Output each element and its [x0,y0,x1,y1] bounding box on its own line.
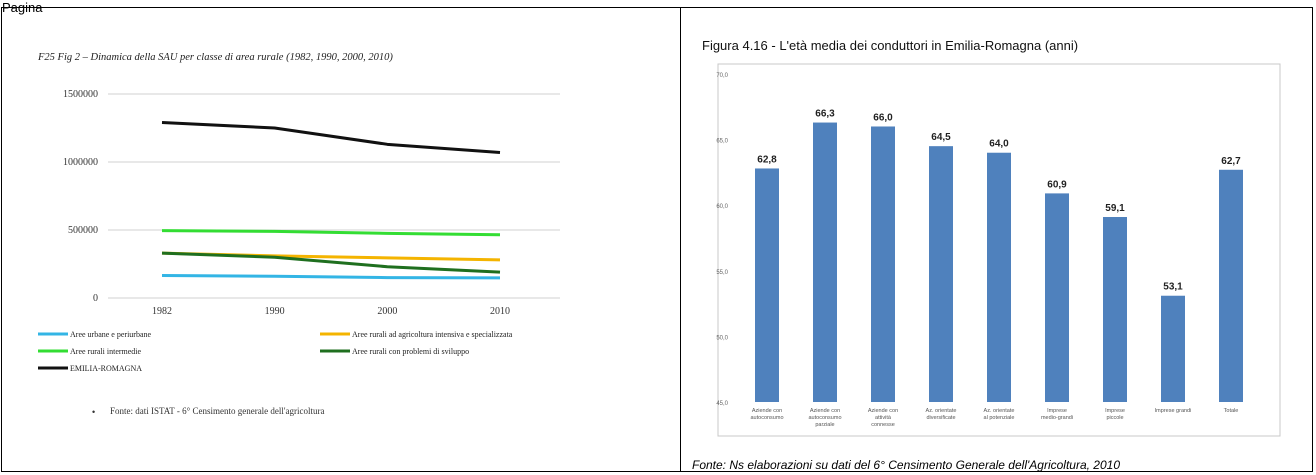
bar [813,122,837,402]
left-x-tick-label: 2000 [377,306,397,317]
right-x-tick-label: autoconsumo [808,415,841,421]
bar-value-label: 59,1 [1105,203,1125,214]
legend-label: Aree rurali intermedie [70,347,142,356]
legend-label: Aree rurali ad agricoltura intensiva e s… [352,330,513,339]
left-y-tick-label: 1500000 [63,89,98,100]
right-y-tick-label: 70,0 [716,73,728,79]
left-chart-y-axis: 0 500000 1000000 1500000 [63,89,98,304]
right-x-tick-label: parziale [815,422,834,428]
left-chart-series [161,121,501,280]
source-bullet: • [92,407,96,417]
right-x-tick-label: autoconsumo [750,415,783,421]
bar [1045,193,1069,402]
panel-divider [680,7,681,472]
left-y-tick-label: 0 [93,293,98,304]
right-x-tick-label: Imprese [1047,408,1067,414]
bar [929,146,953,402]
bar-value-label: 62,8 [757,154,777,165]
bar [871,126,895,402]
bar [755,168,779,402]
right-y-tick-label: 55,0 [716,270,728,276]
right-chart-title: Figura 4.16 - L'età media dei conduttori… [702,38,1078,53]
right-source-note: Fonte: Ns elaborazioni su dati del 6° Ce… [692,458,1120,472]
bar-value-label: 66,3 [815,109,835,120]
right-x-tick-label: Imprese grandi [1155,408,1192,414]
bar-value-label: 60,9 [1047,179,1067,190]
right-x-tick-label: attività [875,415,892,421]
left-series-line [161,121,501,154]
left-chart-x-axis: 1982 1990 2000 2010 [152,306,510,317]
right-x-tick-label: al potenziale [984,415,1015,421]
bar [1103,217,1127,402]
sau-line-chart: F25 Fig 2 – Dinamica della SAU per class… [37,52,560,373]
bar [1161,295,1185,402]
right-chart-y-axis: 45,0 50,0 55,0 60,0 65,0 70,0 [716,73,728,407]
right-x-tick-label: Az. orientate [926,408,957,414]
bar-value-label: 64,0 [989,139,1009,150]
bar [1219,169,1243,402]
bar-value-label: 66,0 [873,112,893,123]
bar [987,152,1011,402]
right-x-tick-label: diversificate [926,415,955,421]
right-x-tick-label: piccole [1106,415,1123,421]
right-x-tick-label: Imprese [1105,408,1125,414]
left-x-tick-label: 1990 [265,306,285,317]
right-x-tick-label: connesse [871,422,895,428]
bar-value-label: 64,5 [931,132,951,143]
left-series-line [161,229,501,237]
left-chart-legend: Aree urbane e periurbane Aree rurali ad a… [38,330,513,373]
bar-value-label: 62,7 [1221,156,1241,167]
left-source-note: Fonte: dati ISTAT - 6° Censimento genera… [110,406,325,416]
left-series-line [161,251,501,274]
legend-label: EMILIA-ROMAGNA [70,364,142,373]
left-x-tick-label: 1982 [152,306,172,317]
left-y-tick-label: 500000 [68,225,98,236]
legend-label: Aree urbane e periurbane [70,330,152,339]
right-x-tick-label: Az. orientate [984,408,1015,414]
left-chart-title: F25 Fig 2 – Dinamica della SAU per class… [37,52,393,63]
bar-value-label: 53,1 [1163,282,1183,293]
right-x-tick-label: Totale [1224,408,1239,414]
figure-frame [1,7,1313,472]
right-chart-bars: 62,8 66,3 66,0 64,5 64,0 60,9 59,1 53,1 62,7 [755,109,1243,402]
right-x-tick-label: medio-grandi [1041,415,1073,421]
left-series-line [161,274,501,280]
right-y-tick-label: 50,0 [716,335,728,341]
right-x-tick-label: Aziende con [868,408,898,414]
left-y-tick-label: 1000000 [63,157,98,168]
right-y-tick-label: 45,0 [716,401,728,407]
right-y-tick-label: 65,0 [716,139,728,145]
legend-label: Aree rurali con problemi di sviluppo [352,347,469,356]
left-x-tick-label: 2010 [490,306,510,317]
right-x-tick-label: Aziende con [752,408,782,414]
right-y-tick-label: 60,0 [716,204,728,210]
age-bar-chart: Figura 4.16 - L'età media dei conduttori… [702,38,1281,437]
right-x-tick-label: Aziende con [810,408,840,414]
